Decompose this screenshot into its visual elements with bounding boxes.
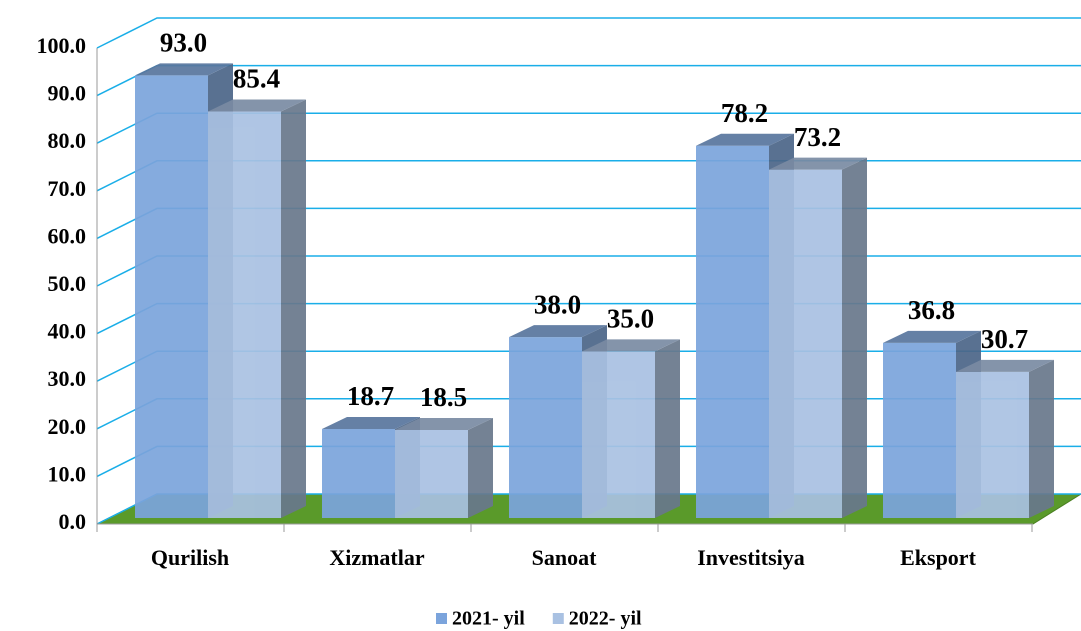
legend-swatch [436,613,447,624]
bar-front [208,111,281,518]
bar-side [281,99,306,518]
y-tick-label: 50.0 [48,271,87,296]
bar-front [769,169,842,518]
y-tick-label: 100.0 [37,33,87,58]
y-tick-label: 10.0 [48,461,87,486]
value-label: 78.2 [721,98,768,128]
legend-swatch [552,613,564,624]
bar-top [509,325,607,338]
y-tick-label: 70.0 [48,176,87,201]
bar-front [582,351,655,518]
bar [582,339,680,518]
y-tick-label: 40.0 [48,319,87,344]
value-label: 18.5 [420,382,467,412]
bar [395,417,493,518]
grid-line [96,17,1081,49]
value-label: 36.8 [908,295,955,325]
bar-side [655,339,680,518]
bar-top [322,416,420,429]
bar [956,359,1054,518]
bar-top [582,339,680,352]
value-label: 85.4 [233,64,280,94]
bar-front [956,371,1029,518]
y-tick-label: 60.0 [48,223,87,248]
x-tick-label: Sanoat [532,545,597,570]
legend-label: 2022- yil [569,608,642,630]
legend-label: 2021- yil [452,608,525,630]
bar-top [956,359,1054,372]
bar-front [509,337,582,518]
x-tick-label: Investitsiya [697,545,805,570]
value-label: 18.7 [347,381,394,411]
y-tick-label: 20.0 [48,414,87,439]
bar-front [883,342,956,518]
x-tick-label: Xizmatlar [329,545,425,570]
x-tick-label: Eksport [900,545,976,570]
bar-top [696,133,794,146]
value-label: 73.2 [794,122,841,152]
bar-front [135,75,208,518]
value-label: 30.7 [981,324,1028,354]
bar-front [322,428,395,518]
value-label: 35.0 [607,304,654,334]
y-tick-label: 0.0 [59,509,87,534]
bar-top [208,99,306,112]
value-label: 93.0 [160,28,207,58]
bar-side [468,417,493,518]
x-tick-label: Qurilish [151,545,229,570]
y-tick-label: 80.0 [48,128,87,153]
bar-top [395,417,493,430]
bar-side [842,157,867,518]
bar [769,157,867,518]
bar [208,99,306,518]
bar-front [696,145,769,518]
bar-top [135,63,233,76]
bar-front [395,429,468,518]
bar-side [1029,359,1054,518]
y-tick-label: 30.0 [48,366,87,391]
y-tick-label: 90.0 [48,81,87,106]
bar-top [883,330,981,343]
bar-top [769,157,867,170]
value-label: 38.0 [534,289,581,319]
